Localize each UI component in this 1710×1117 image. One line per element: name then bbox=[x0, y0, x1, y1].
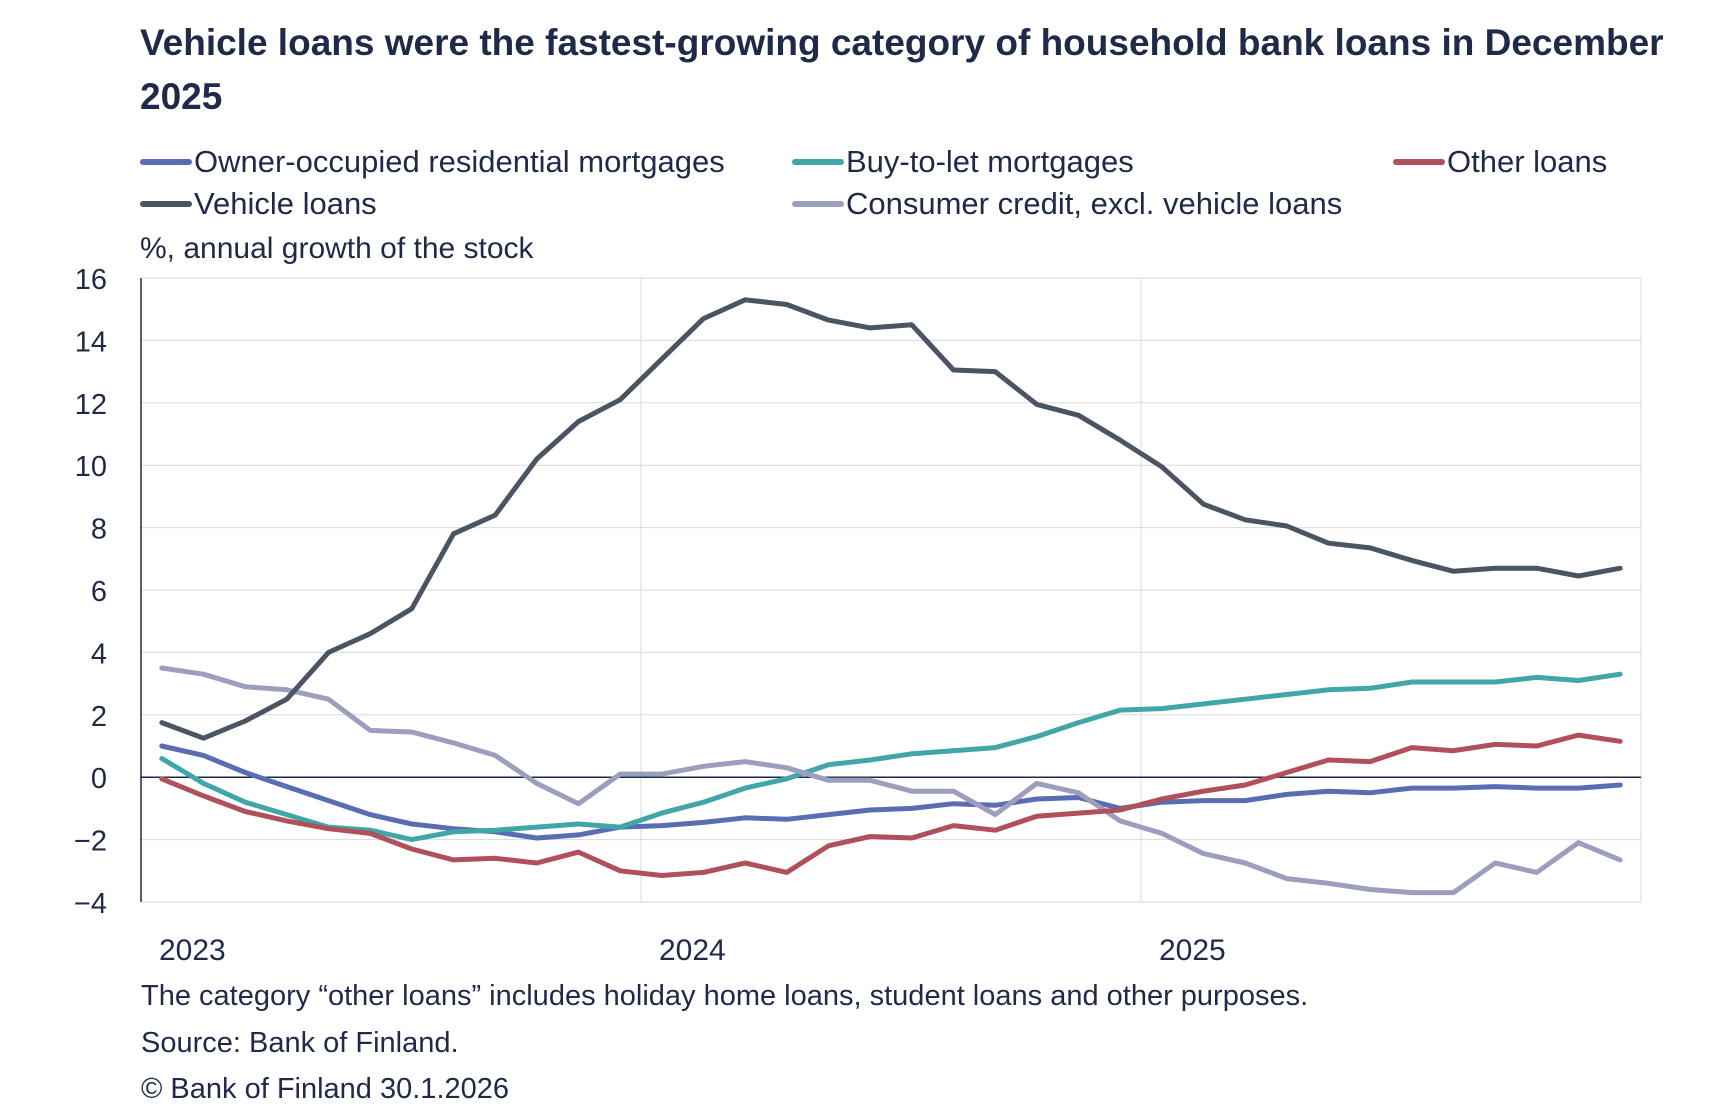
chart-title: Vehicle loans were the fastest-growing c… bbox=[140, 22, 1664, 117]
series-consumer-credit bbox=[159, 665, 1623, 896]
legend-item-other-loans: Other loans bbox=[1393, 144, 1607, 180]
y-tick-label: 2 bbox=[91, 701, 107, 733]
legend-item-consumer-credit: Consumer credit, excl. vehicle loans bbox=[792, 186, 1342, 222]
legend-label: Buy-to-let mortgages bbox=[846, 144, 1134, 179]
legend-label: Consumer credit, excl. vehicle loans bbox=[846, 186, 1343, 221]
y-tick-label: 10 bbox=[75, 451, 107, 483]
legend-label: Other loans bbox=[1447, 144, 1608, 179]
y-tick-label: 4 bbox=[91, 638, 107, 670]
x-tick-label: 2025 bbox=[1159, 934, 1226, 967]
legend-label: Vehicle loans bbox=[194, 186, 377, 221]
footnote: The category “other loans” includes holi… bbox=[141, 980, 1309, 1012]
y-tick-label: −4 bbox=[74, 888, 107, 920]
x-tick-label: 2023 bbox=[159, 934, 226, 967]
legend-item-buy-to-let: Buy-to-let mortgages bbox=[792, 144, 1134, 180]
series-vehicle-loans bbox=[159, 297, 1623, 741]
y-tick-label: 6 bbox=[91, 576, 107, 608]
legend-swatch bbox=[140, 201, 192, 207]
y-tick-label: 14 bbox=[75, 326, 107, 358]
copyright: © Bank of Finland 30.1.2026 bbox=[141, 1073, 510, 1105]
source: Source: Bank of Finland. bbox=[141, 1027, 459, 1059]
y-tick-label: 8 bbox=[91, 514, 107, 546]
legend-item-owner-occupied: Owner-occupied residential mortgages bbox=[140, 144, 725, 180]
legend-label: Owner-occupied residential mortgages bbox=[194, 144, 725, 179]
legend-swatch bbox=[792, 159, 844, 165]
legend-item-vehicle-loans: Vehicle loans bbox=[140, 186, 377, 222]
legend-swatch bbox=[140, 159, 192, 165]
x-tick-label: 2024 bbox=[659, 934, 726, 967]
y-axis-label: %, annual growth of the stock bbox=[140, 232, 534, 265]
series-other-loans bbox=[159, 732, 1623, 878]
y-tick-label: 16 bbox=[75, 264, 107, 296]
y-tick-label: −2 bbox=[74, 826, 107, 858]
legend-swatch bbox=[1393, 159, 1445, 165]
legend: Owner-occupied residential mortgages Buy… bbox=[140, 144, 1640, 234]
y-tick-label: 12 bbox=[75, 389, 107, 421]
series-owner-occupied-mortgages bbox=[159, 743, 1623, 841]
y-tick-label: 0 bbox=[91, 763, 107, 795]
series-buy-to-let-mortgages bbox=[159, 671, 1623, 843]
legend-swatch bbox=[792, 201, 844, 207]
